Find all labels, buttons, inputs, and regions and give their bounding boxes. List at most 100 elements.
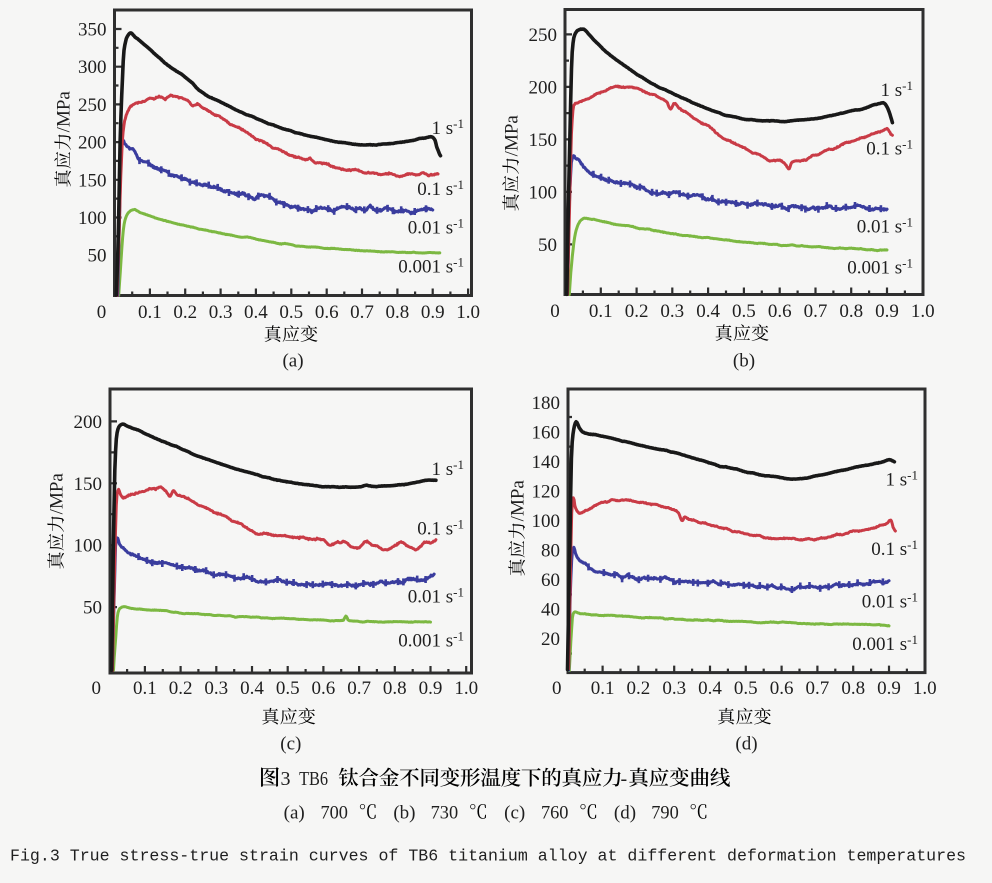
- svg-text:0.2: 0.2: [169, 678, 193, 699]
- svg-text:(c): (c): [280, 734, 301, 755]
- svg-text:0.1 s-1: 0.1 s-1: [417, 177, 464, 200]
- svg-text:0.4: 0.4: [240, 678, 264, 699]
- svg-text:1.0: 1.0: [454, 678, 478, 699]
- svg-text:0.3: 0.3: [660, 301, 684, 322]
- svg-text:0.001 s-1: 0.001 s-1: [398, 629, 464, 652]
- svg-text:0.4: 0.4: [698, 678, 722, 699]
- svg-text:0.2: 0.2: [625, 301, 649, 322]
- svg-text:0.8: 0.8: [386, 302, 410, 323]
- svg-text:/MPa: /MPa: [54, 91, 75, 133]
- svg-text:0.01 s-1: 0.01 s-1: [862, 590, 918, 613]
- svg-text:180: 180: [532, 393, 561, 414]
- svg-text:150: 150: [78, 170, 107, 191]
- svg-text:100: 100: [529, 182, 558, 203]
- svg-text:200: 200: [78, 133, 107, 154]
- svg-text:(b): (b): [393, 803, 415, 824]
- svg-text:0.2: 0.2: [627, 678, 651, 699]
- svg-text:(d): (d): [614, 803, 636, 824]
- svg-text:50: 50: [538, 235, 557, 256]
- svg-text:0.001 s-1: 0.001 s-1: [852, 632, 918, 655]
- svg-text:0.8: 0.8: [841, 678, 865, 699]
- svg-text:0.1: 0.1: [589, 301, 613, 322]
- svg-text:100: 100: [78, 208, 107, 229]
- svg-text:0.9: 0.9: [421, 302, 445, 323]
- svg-text:0.9: 0.9: [419, 678, 443, 699]
- svg-text:700: 700: [320, 803, 348, 824]
- svg-text:0.7: 0.7: [804, 301, 828, 322]
- svg-text:50: 50: [88, 246, 107, 267]
- svg-text:0.9: 0.9: [877, 678, 901, 699]
- svg-text:0.1: 0.1: [133, 678, 157, 699]
- svg-text:0.1: 0.1: [591, 678, 615, 699]
- svg-text:20: 20: [541, 629, 560, 650]
- svg-text:0: 0: [552, 678, 562, 699]
- svg-text:0.3: 0.3: [662, 678, 686, 699]
- svg-text:200: 200: [529, 77, 558, 98]
- svg-text:60: 60: [541, 570, 560, 591]
- svg-text:760: 760: [541, 803, 569, 824]
- svg-text:0.3: 0.3: [209, 302, 233, 323]
- svg-text:300: 300: [78, 57, 107, 78]
- svg-text:0.1 s-1: 0.1 s-1: [417, 517, 464, 540]
- svg-text:(a): (a): [284, 803, 305, 824]
- svg-text:0.5: 0.5: [732, 301, 756, 322]
- svg-text:0.1 s-1: 0.1 s-1: [866, 137, 913, 160]
- svg-text:0.01 s-1: 0.01 s-1: [408, 216, 464, 239]
- svg-text:40: 40: [541, 600, 560, 621]
- svg-text:50: 50: [83, 598, 102, 619]
- svg-text:TB6: TB6: [299, 768, 328, 790]
- svg-text:790: 790: [651, 803, 679, 824]
- svg-text:(a): (a): [282, 351, 303, 372]
- svg-text:0.6: 0.6: [770, 678, 794, 699]
- svg-text:350: 350: [78, 20, 107, 41]
- svg-text:0.8: 0.8: [383, 678, 407, 699]
- svg-text:100: 100: [532, 511, 561, 532]
- svg-text:/MPa: /MPa: [47, 473, 68, 515]
- svg-text:0.7: 0.7: [350, 302, 374, 323]
- svg-text:0: 0: [97, 302, 107, 323]
- svg-text:0.01 s-1: 0.01 s-1: [408, 585, 464, 608]
- svg-text:0.001 s-1: 0.001 s-1: [847, 256, 913, 279]
- svg-text:120: 120: [532, 481, 561, 502]
- svg-text:100: 100: [74, 536, 103, 557]
- svg-text:0.6: 0.6: [768, 301, 792, 322]
- svg-text:Fig.3 True stress-true strain: Fig.3 True stress-true strain curves of …: [10, 847, 966, 866]
- svg-text:0.1 s-1: 0.1 s-1: [871, 537, 918, 560]
- svg-text:(b): (b): [733, 351, 755, 372]
- svg-text:0: 0: [550, 301, 560, 322]
- svg-text:160: 160: [532, 422, 561, 443]
- svg-text:0.2: 0.2: [173, 302, 197, 323]
- svg-text:250: 250: [529, 25, 558, 46]
- svg-text:-: -: [621, 768, 628, 790]
- svg-text:0.7: 0.7: [806, 678, 830, 699]
- svg-text:0.5: 0.5: [734, 678, 758, 699]
- svg-text:0.6: 0.6: [312, 678, 336, 699]
- svg-text:0.3: 0.3: [204, 678, 228, 699]
- svg-text:200: 200: [74, 412, 103, 433]
- svg-text:/MPa: /MPa: [502, 115, 523, 157]
- svg-text:0.8: 0.8: [839, 301, 863, 322]
- svg-text:(d): (d): [735, 734, 757, 755]
- svg-text:0.4: 0.4: [696, 301, 720, 322]
- svg-text:150: 150: [74, 474, 103, 495]
- svg-text:1.0: 1.0: [911, 301, 935, 322]
- svg-text:0.01 s-1: 0.01 s-1: [857, 215, 913, 238]
- svg-text:0.7: 0.7: [347, 678, 371, 699]
- svg-text:0.5: 0.5: [276, 678, 300, 699]
- svg-text:140: 140: [532, 452, 561, 473]
- svg-text:0.001 s-1: 0.001 s-1: [398, 255, 464, 278]
- svg-text:1.0: 1.0: [913, 678, 937, 699]
- svg-text:1.0: 1.0: [456, 302, 480, 323]
- svg-text:0.9: 0.9: [875, 301, 899, 322]
- svg-text:0.5: 0.5: [279, 302, 303, 323]
- svg-text:150: 150: [529, 130, 558, 151]
- svg-text:0: 0: [91, 678, 101, 699]
- svg-text:0.1: 0.1: [138, 302, 162, 323]
- svg-text:0.6: 0.6: [315, 302, 339, 323]
- svg-text:/MPa: /MPa: [508, 480, 529, 522]
- svg-text:730: 730: [431, 803, 459, 824]
- svg-text:3: 3: [281, 768, 291, 790]
- svg-text:0.4: 0.4: [244, 302, 268, 323]
- svg-text:(c): (c): [504, 803, 525, 824]
- svg-text:80: 80: [541, 541, 560, 562]
